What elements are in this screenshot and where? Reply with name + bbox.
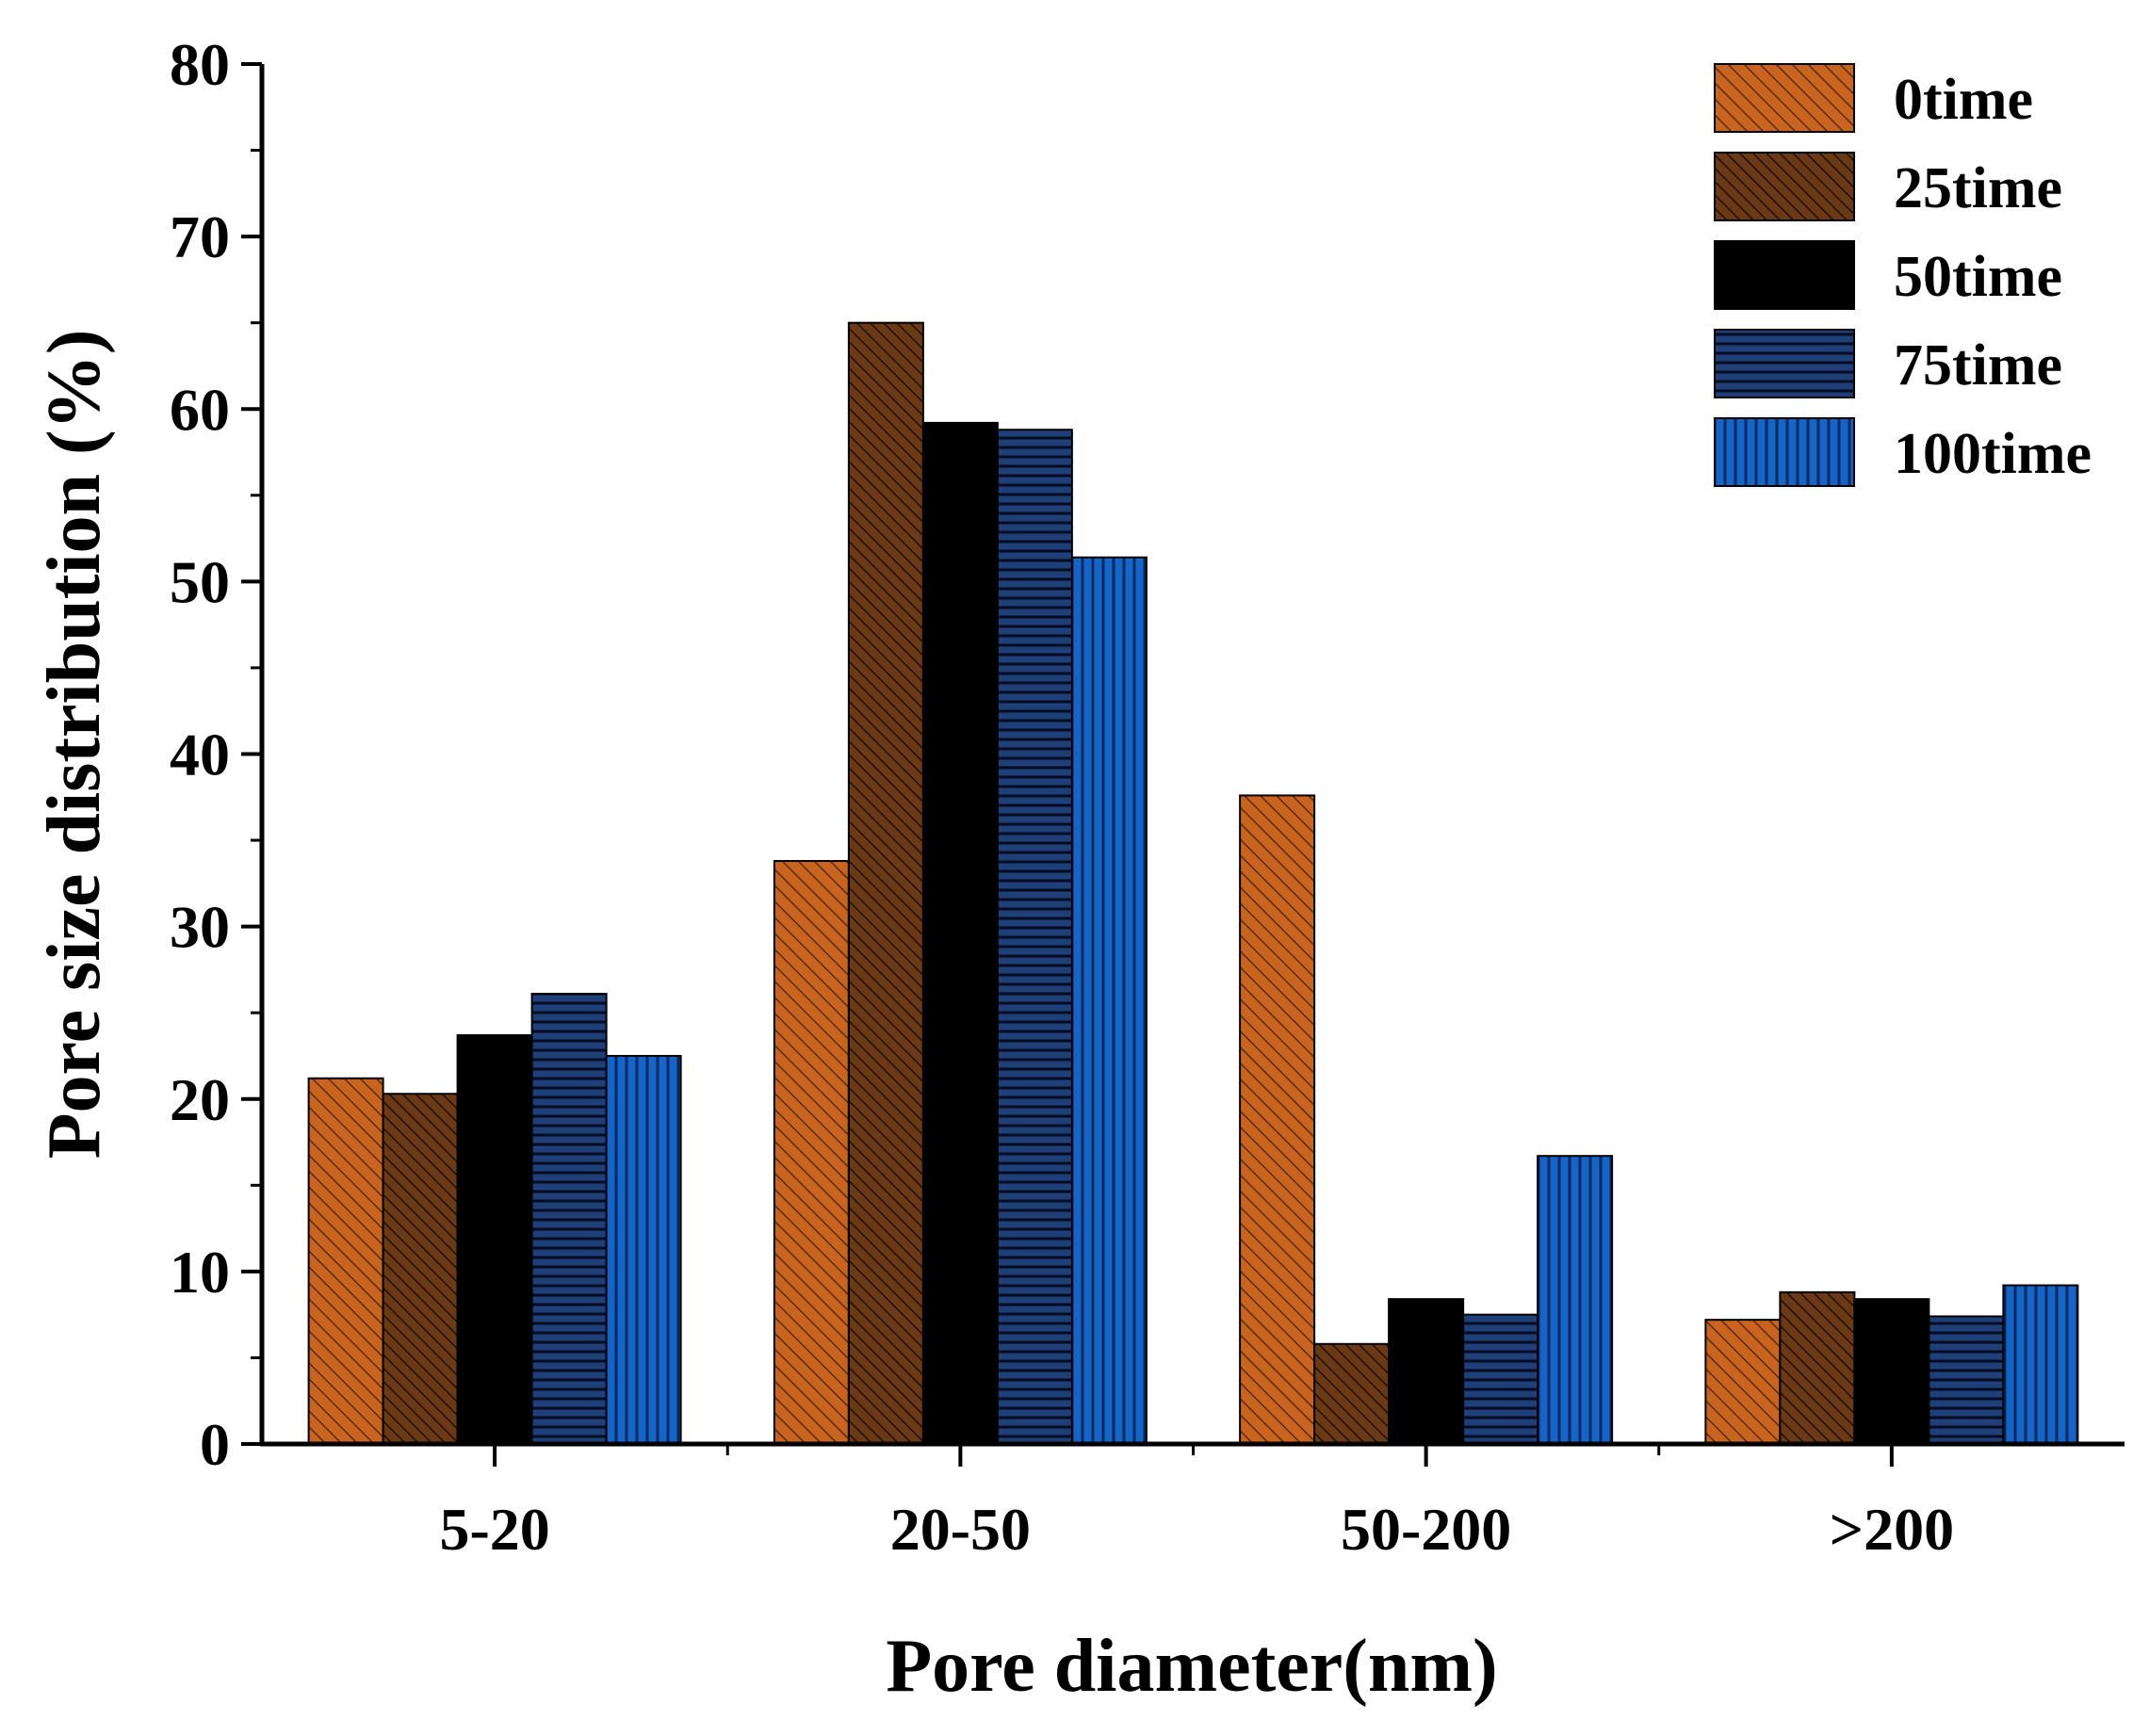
legend-label-25time: 25time <box>1894 156 2062 220</box>
bar-50time-5-20 <box>456 1033 533 1446</box>
legend-label-75time: 75time <box>1894 333 2062 397</box>
bar-75time-50-200 <box>1462 1313 1539 1445</box>
bar-0time-20-50 <box>773 860 850 1445</box>
y-tick-label: 10 <box>170 1239 230 1306</box>
legend: 0time 25time 50time 75time 100time <box>1714 63 2092 487</box>
legend-swatch-25time <box>1714 152 1855 221</box>
bar-75time->200 <box>1928 1315 2005 1446</box>
bar-50time-20-50 <box>921 421 999 1445</box>
y-tick-label: 40 <box>170 722 230 788</box>
legend-label-0time: 0time <box>1894 68 2033 132</box>
x-tick-label: 50-200 <box>1341 1496 1511 1563</box>
legend-swatch-0time <box>1714 63 1855 133</box>
y-tick-label: 50 <box>170 548 230 615</box>
y-tick-label: 20 <box>170 1066 230 1133</box>
bar-75time-20-50 <box>996 429 1073 1446</box>
bar-75time-5-20 <box>530 993 608 1445</box>
bar-25time-20-50 <box>847 321 924 1445</box>
bar-100time-20-50 <box>1070 556 1148 1445</box>
legend-swatch-100time <box>1714 417 1855 487</box>
bar-0time-50-200 <box>1239 794 1316 1445</box>
bar-100time-5-20 <box>605 1054 682 1445</box>
bar-25time->200 <box>1779 1290 1856 1445</box>
bar-50time->200 <box>1853 1298 1930 1446</box>
y-tick-label: 80 <box>170 31 230 98</box>
bar-100time->200 <box>2002 1284 2079 1446</box>
legend-swatch-75time <box>1714 329 1855 398</box>
x-axis-title: Pore diameter(nm) <box>886 1625 1497 1708</box>
legend-label-50time: 50time <box>1894 245 2062 309</box>
y-tick-label: 70 <box>170 203 230 270</box>
y-axis: 0 10 20 30 40 50 60 70 80 <box>170 31 265 1478</box>
legend-swatch-50time <box>1714 240 1855 310</box>
x-tick-label: 5-20 <box>439 1496 549 1563</box>
x-tick-label: 20-50 <box>890 1496 1031 1563</box>
x-tick-label: >200 <box>1830 1496 1954 1563</box>
bar-50time-50-200 <box>1388 1298 1465 1446</box>
bar-100time-50-200 <box>1537 1155 1614 1446</box>
y-tick-label: 60 <box>170 376 230 443</box>
bar-25time-50-200 <box>1313 1342 1391 1445</box>
bar-0time-5-20 <box>307 1077 384 1446</box>
y-tick-label: 30 <box>170 894 230 961</box>
bar-25time-5-20 <box>382 1093 459 1445</box>
x-axis: 5-20 20-50 50-200 >200 <box>260 1441 2125 1563</box>
y-tick-label: 0 <box>200 1411 230 1478</box>
legend-label-100time: 100time <box>1894 422 2092 486</box>
y-axis-title: Pore size distribution (%) <box>33 330 116 1160</box>
bars-layer <box>307 321 2079 1446</box>
bar-0time->200 <box>1704 1319 1782 1446</box>
